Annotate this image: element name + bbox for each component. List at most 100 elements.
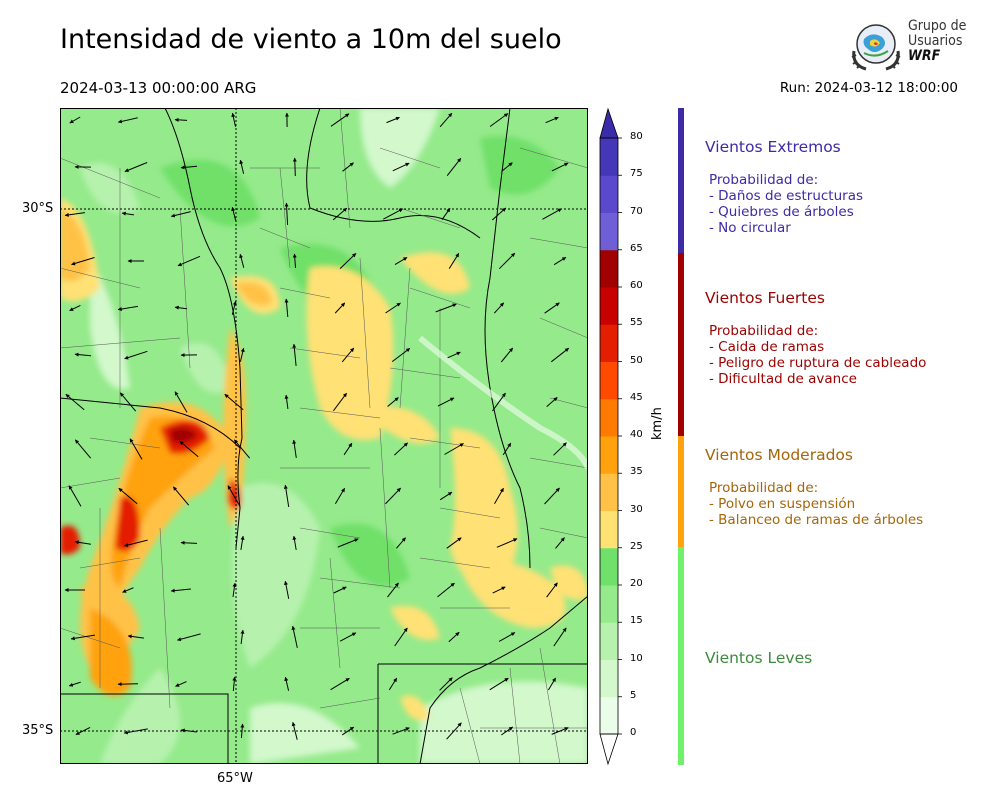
category-title: Vientos Leves xyxy=(705,649,813,667)
wind-arrow xyxy=(291,625,298,648)
wind-arrow xyxy=(489,113,509,127)
wind-arrow xyxy=(65,393,85,411)
wind-arrow xyxy=(501,726,514,736)
wind-arrow xyxy=(292,535,297,550)
lon-label-65w: 65°W xyxy=(217,771,253,786)
wind-arrow xyxy=(174,117,188,122)
lat-label-30s: 30°S xyxy=(22,201,54,216)
colorbar-tick-label: 75 xyxy=(630,168,643,180)
wind-arrow xyxy=(174,305,187,310)
wind-arrow xyxy=(334,487,346,504)
wind-arrow xyxy=(129,438,143,460)
category-line: - Dificultad de avance xyxy=(709,371,857,387)
run-time: Run: 2024-03-12 18:00:00 xyxy=(779,80,958,96)
colorbar-segment xyxy=(600,361,618,400)
river xyxy=(418,335,588,470)
wind-arrow xyxy=(446,157,462,177)
wind-arrow xyxy=(388,677,398,691)
wind-arrow xyxy=(284,394,289,409)
wind-arrow xyxy=(493,302,505,314)
wind-arrow xyxy=(498,252,516,270)
wind-map xyxy=(60,108,588,764)
colorbar-extend-bottom xyxy=(599,733,619,766)
wind-arrow xyxy=(240,629,245,644)
category-line: - Caida de ramas xyxy=(709,339,825,355)
wind-arrow xyxy=(231,206,237,221)
wind-arrow xyxy=(437,582,455,598)
wind-arrow xyxy=(117,117,138,124)
wind-arrow xyxy=(392,727,410,735)
wind-arrow xyxy=(437,397,455,407)
wrf-logo: Grupo de Usuarios WRF xyxy=(848,17,968,73)
wind-arrow xyxy=(551,162,569,172)
category-bar-fuertes xyxy=(678,253,684,436)
wind-arrow xyxy=(240,723,245,739)
colorbar-tick-label: 70 xyxy=(630,205,643,217)
category-leves: Vientos Leves xyxy=(705,649,812,667)
wind-arrow xyxy=(387,582,399,598)
logo-line-2: Usuarios xyxy=(908,33,963,49)
category-bar-extremos xyxy=(678,108,684,253)
category-line: Probabilidad de: xyxy=(709,480,819,496)
wind-arrow xyxy=(292,439,297,458)
wind-arrow xyxy=(496,538,518,548)
wind-arrow xyxy=(544,487,560,505)
wind-arrow xyxy=(446,537,462,549)
colorbar-segment xyxy=(600,622,618,660)
wind-arrow xyxy=(439,677,453,691)
wind-arrow xyxy=(492,392,506,412)
wind-arrow xyxy=(501,162,513,172)
wind-arrow xyxy=(448,253,460,269)
wind-arrow xyxy=(284,298,289,318)
category-description: Probabilidad de: - Daños de estructuras … xyxy=(705,172,863,236)
wind-arrow xyxy=(179,440,199,458)
wind-arrow xyxy=(170,588,191,593)
colorbar-segment xyxy=(600,547,618,586)
colorbar-segment xyxy=(600,212,618,251)
wind-arrow xyxy=(444,443,464,455)
wind-arrow xyxy=(396,537,406,549)
wind-arrow xyxy=(546,397,558,407)
wind-arrow xyxy=(231,112,236,127)
wind-arrow xyxy=(555,537,565,549)
lat-label-35s: 35°S xyxy=(22,723,54,738)
wind-arrow xyxy=(74,540,91,545)
colorbar-segment xyxy=(600,138,618,176)
colorbar-segment xyxy=(600,696,618,735)
category-line: - Polvo en suspensión xyxy=(709,496,856,512)
colorbar-tick-label: 60 xyxy=(630,280,643,291)
graticule xyxy=(60,108,588,764)
wind-arrow xyxy=(71,257,95,266)
colorbar-unit: km/h xyxy=(650,407,665,440)
wind-arrow xyxy=(123,728,148,735)
wind-arrow xyxy=(180,728,197,733)
colorbar-segment xyxy=(600,659,618,698)
wind-arrow xyxy=(75,726,91,736)
wind-arrow xyxy=(119,392,137,412)
wind-arrow xyxy=(177,255,201,267)
wind-arrow xyxy=(394,256,408,266)
wind-arrow xyxy=(553,627,567,647)
logo-line-1: Grupo de xyxy=(908,18,967,34)
wind-arrow xyxy=(394,442,408,456)
colorbar-segment xyxy=(600,585,618,623)
wind-arrow xyxy=(448,631,460,643)
wind-arrow xyxy=(70,634,95,641)
globe-icon xyxy=(851,24,901,71)
category-fuertes: Vientos Fuertes Probabilidad de: - Caida… xyxy=(705,289,926,387)
wind-arrow xyxy=(233,439,251,459)
wind-arrow xyxy=(330,113,350,127)
department-borders xyxy=(60,108,588,764)
colorbar-tick-label: 65 xyxy=(630,242,643,254)
category-title: Vientos Extremos xyxy=(705,138,841,156)
wind-arrow xyxy=(494,487,504,505)
valid-time: 2024-03-13 00:00:00 ARG xyxy=(60,79,257,97)
wind-arrow xyxy=(334,302,346,314)
wind-arrow xyxy=(341,726,355,736)
wind-arrow xyxy=(339,253,357,269)
wind-arrow xyxy=(292,343,297,366)
category-description: Probabilidad de: - Polvo en suspensión -… xyxy=(705,480,923,528)
wind-arrow xyxy=(291,721,298,740)
colorbar-segment xyxy=(600,175,618,213)
category-line: - No circular xyxy=(709,220,791,236)
